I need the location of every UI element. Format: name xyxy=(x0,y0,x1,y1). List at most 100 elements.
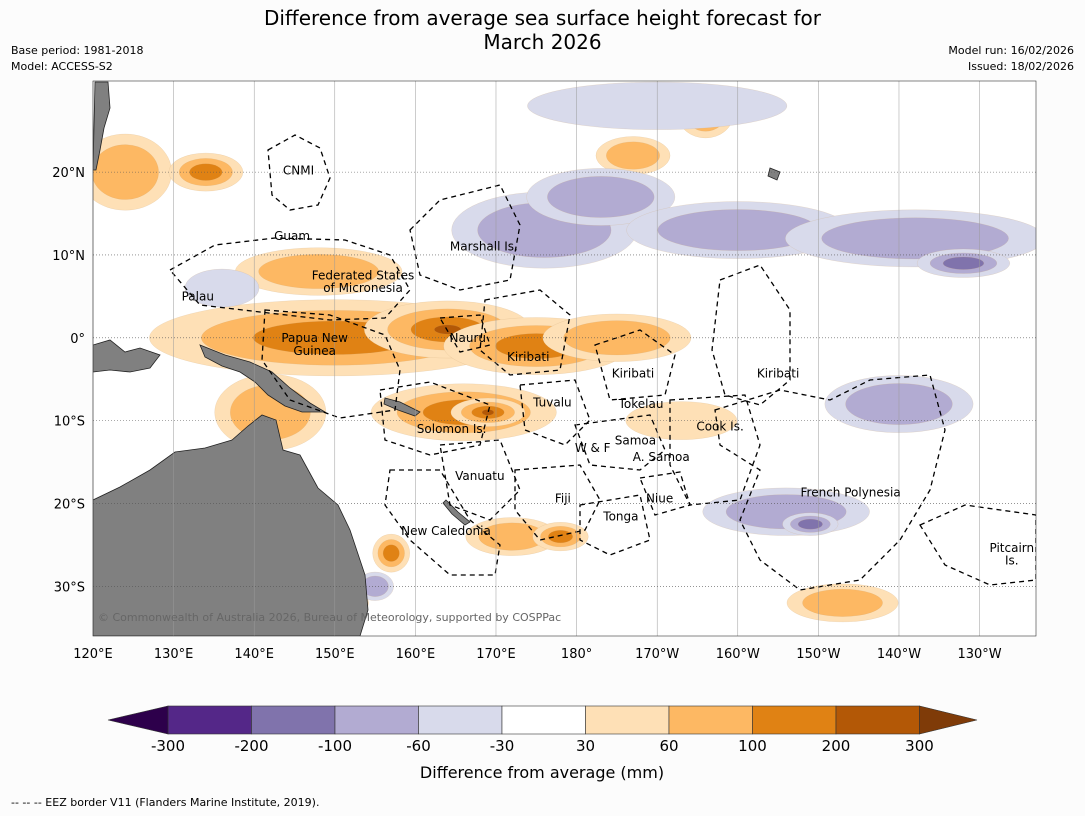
lon-tick-label: 170°E xyxy=(476,647,516,662)
region-label: Papua New xyxy=(281,331,348,345)
axis-ticks: 120°E 130°E 140°E 150°E 160°E 170°E 180° 170°W 1… xyxy=(52,166,1002,662)
anomaly-contour xyxy=(797,518,823,530)
colorbar-bin xyxy=(585,705,670,735)
colorbar-tick-label: -30 xyxy=(490,737,515,755)
colorbar-extend-min xyxy=(107,705,169,735)
region-label: Marshall Is. xyxy=(450,240,518,254)
eez-png xyxy=(261,309,401,419)
eez-pitcairn xyxy=(919,504,1036,586)
eez-samoa-wf xyxy=(574,414,666,471)
new-caledonia-land xyxy=(442,499,471,526)
eez-line-kiribati xyxy=(711,264,791,406)
australia-land xyxy=(93,414,369,636)
colorbar-bin xyxy=(418,705,503,735)
region-label: Kiribati xyxy=(612,366,654,380)
region-label: French Polynesia xyxy=(801,486,901,500)
hawaii-islands xyxy=(767,167,781,181)
colorbar-tick-label: -300 xyxy=(151,737,185,755)
anomaly-contour xyxy=(93,144,159,200)
lon-tick-label: 140°E xyxy=(234,647,274,662)
region-label: Vanuatu xyxy=(455,469,505,483)
lon-tick-label: 160°E xyxy=(396,647,436,662)
region-label: Pitcairn xyxy=(990,541,1035,555)
colorbar-bin xyxy=(167,705,252,735)
region-label: of Micronesia xyxy=(323,281,403,295)
colorbar-bin xyxy=(752,705,837,735)
base-period-text: Base period: 1981-2018 xyxy=(11,44,144,57)
solomon-islands-land xyxy=(383,397,421,417)
lon-tick-label: 130°E xyxy=(154,647,194,662)
eez-micronesia xyxy=(168,237,411,321)
region-label: Guinea xyxy=(293,344,336,358)
anomaly-contour xyxy=(606,141,660,170)
anomaly-contour xyxy=(189,163,223,181)
anomaly-contour xyxy=(548,530,573,544)
eez-cook-islands xyxy=(669,394,761,506)
eez-tonga xyxy=(579,494,651,556)
region-label: Federated States xyxy=(312,269,414,283)
colorbar-tick-label: 200 xyxy=(822,737,851,755)
colorbar-tick-label: 100 xyxy=(738,737,767,755)
region-label: Samoa xyxy=(615,434,656,448)
region-label: Tonga xyxy=(602,510,638,524)
colorbar-bin xyxy=(835,705,920,735)
region-label: Niue xyxy=(646,491,673,505)
eez-solomon-islands xyxy=(379,381,491,456)
lon-tick-label: 140°W xyxy=(877,647,921,662)
anomaly-contour xyxy=(942,256,985,270)
region-label: Fiji xyxy=(555,491,571,505)
colorbar-label: Difference from average (mm) xyxy=(420,763,664,782)
eez-marshall-islands xyxy=(409,184,521,291)
eez-fiji xyxy=(514,464,601,541)
colorbar-extend-max xyxy=(919,705,978,735)
region-label: CNMI xyxy=(283,163,314,177)
lat-tick-label: 10°N xyxy=(52,249,85,264)
model-text: Model: ACCESS-S2 xyxy=(11,60,113,73)
lat-tick-label: 20°N xyxy=(52,166,85,181)
eez-tuvalu xyxy=(519,379,591,446)
anomaly-contour xyxy=(382,544,400,562)
region-label: Cook Is. xyxy=(696,419,743,433)
lat-tick-label: 10°S xyxy=(54,415,85,430)
region-label: A. Samoa xyxy=(633,450,690,464)
philippines-land xyxy=(93,81,111,171)
colorbar-tick-label: -200 xyxy=(234,737,268,755)
title-line-1: Difference from average sea surface heig… xyxy=(263,6,822,30)
landmasses xyxy=(93,81,781,636)
lat-tick-label: 0° xyxy=(70,332,85,347)
region-label: Solomon Is. xyxy=(417,422,487,436)
anomaly-shading xyxy=(93,81,1036,627)
region-label: Is. xyxy=(1005,554,1019,568)
colorbar-bin xyxy=(334,705,419,735)
lat-tick-label: 30°S xyxy=(54,580,85,595)
new-guinea-land xyxy=(199,344,327,413)
region-label: Guam xyxy=(274,229,310,243)
colorbar: -300 -200 -100 -60 -30 30 60 100 200 300 xyxy=(107,705,978,755)
map-frame xyxy=(92,80,1037,637)
metadata-left: Base period: 1981-2018 Model: ACCESS-S2 xyxy=(11,43,143,75)
anomaly-contour xyxy=(821,217,1009,260)
region-label: Tokelau xyxy=(618,397,664,411)
figure-title: Difference from average sea surface heig… xyxy=(0,6,1085,54)
lon-tick-label: 160°W xyxy=(716,647,760,662)
region-label: New Caledonia xyxy=(401,524,491,538)
anomaly-contour xyxy=(802,588,883,617)
lon-tick-label: 150°W xyxy=(796,647,840,662)
region-label: Palau xyxy=(182,289,214,303)
colorbar-tick-label: 60 xyxy=(659,737,678,755)
colorbar-tick-label: -60 xyxy=(406,737,431,755)
eez-french-polynesia xyxy=(714,374,946,591)
eez-borders xyxy=(168,134,1036,591)
colorbar-bin xyxy=(668,705,753,735)
colorbar-bin xyxy=(501,705,586,735)
region-label: Tuvalu xyxy=(532,395,572,409)
lon-tick-label: 120°E xyxy=(73,647,113,662)
indonesia-islands xyxy=(93,339,161,373)
region-label: Kiribati xyxy=(507,350,549,364)
lon-tick-label: 150°E xyxy=(315,647,355,662)
anomaly-contour xyxy=(563,320,671,356)
colorbar-tick-label: 30 xyxy=(576,737,595,755)
region-label: Nauru xyxy=(450,331,486,345)
